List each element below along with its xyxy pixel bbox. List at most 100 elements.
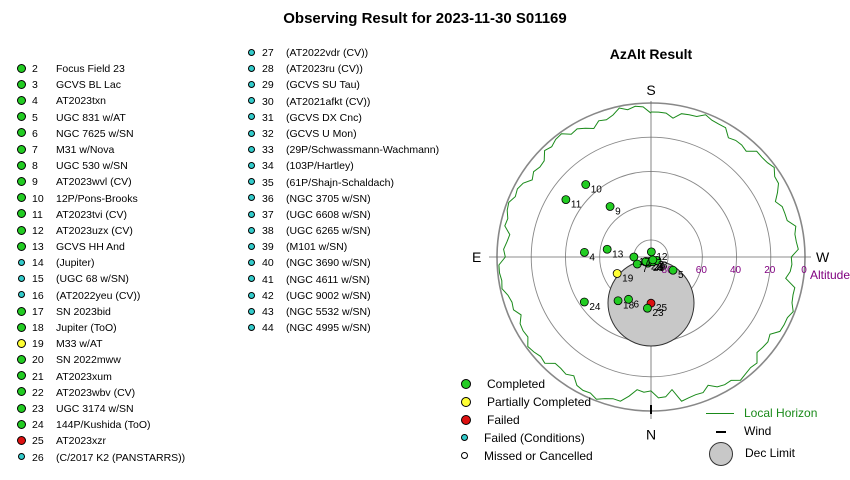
target-number: 8: [32, 160, 38, 173]
target-number: 9: [32, 176, 38, 189]
status-dot-failed-conditions: [248, 81, 255, 89]
target-number: 26: [32, 451, 44, 464]
status-dot-failed-conditions: [248, 113, 255, 121]
target-row: 9 AT2023wvl (CV): [17, 174, 185, 190]
target-name: (103P/Hartley): [286, 160, 354, 173]
target-number: 20: [32, 354, 44, 367]
target-name: (Jupiter): [56, 257, 95, 270]
target-point-23: [643, 303, 652, 313]
altitude-tick-label: 60: [696, 265, 708, 276]
target-number: 37: [262, 208, 274, 221]
target-number: 24: [32, 419, 44, 432]
target-row: 33 (29P/Schwassmann-Wachmann): [247, 142, 439, 158]
target-name: (29P/Schwassmann-Wachmann): [286, 144, 440, 157]
status-dot-failed-conditions: [248, 97, 255, 105]
status-dot-completed: [17, 322, 26, 332]
page-title: Observing Result for 2023-11-30 S01169: [283, 10, 567, 27]
target-point-label: 4: [589, 252, 595, 263]
status-dot-completed: [17, 144, 26, 154]
target-point-label: 20: [654, 262, 666, 273]
target-number: 17: [32, 305, 44, 318]
legend-item-failed: Failed: [458, 411, 593, 429]
status-dot-failed-conditions: [248, 275, 255, 283]
target-row: 5 UGC 831 w/AT: [17, 110, 185, 126]
target-list-left: 2 Focus Field 23 3 GCVS BL Lac 4 AT2023txn 5 UG…: [17, 61, 185, 466]
target-point-18: [613, 296, 623, 306]
legend-dot: [461, 396, 471, 407]
target-row: 28 (AT2023ru (CV)): [247, 61, 439, 77]
target-name: AT2023tvi (CV): [56, 208, 127, 221]
target-row: 36 (NGC 3705 w/SN): [247, 191, 439, 207]
altitude-tick-label: 40: [730, 265, 742, 276]
target-row: 23 UGC 3174 w/SN: [17, 401, 185, 417]
legend-item-partial: Partially Completed: [458, 393, 593, 411]
target-point-label: 10: [591, 185, 603, 196]
legend-item-dec-limit: Dec Limit: [706, 440, 817, 466]
target-name: (UGC 9002 w/SN): [286, 289, 371, 302]
status-dot-failed-conditions: [18, 453, 25, 461]
legend-item-completed: Completed: [458, 375, 593, 393]
legend-dot: [461, 378, 471, 389]
altitude-tick-label: 80: [662, 265, 674, 276]
status-dot-completed: [17, 306, 26, 316]
status-dot-failed-conditions: [248, 291, 255, 299]
target-point-label: 2: [658, 260, 664, 271]
status-dot-completed: [17, 241, 26, 251]
status-dot-completed: [17, 79, 26, 89]
target-row: 13 GCVS HH And: [17, 239, 185, 255]
target-name: (NGC 4995 w/SN): [286, 322, 371, 335]
status-dot-failed-conditions: [248, 129, 255, 137]
status-dot-failed-conditions: [248, 259, 255, 267]
target-number: 42: [262, 289, 274, 302]
target-row: 34 (103P/Hartley): [247, 158, 439, 174]
target-point-label: 12: [656, 252, 668, 263]
status-dot-completed: [17, 177, 26, 187]
legend-item-missed: Missed or Cancelled: [458, 447, 593, 465]
target-number: 43: [262, 306, 274, 318]
status-dot-completed: [17, 128, 26, 138]
target-name: AT2023xzr: [56, 435, 106, 448]
target-name: M31 w/Nova: [56, 143, 115, 156]
compass-south: S: [646, 82, 655, 98]
target-row: 20 SN 2022mww: [17, 352, 185, 368]
target-name: (AT2023ru (CV)): [286, 63, 363, 76]
target-number: 40: [262, 257, 274, 270]
target-name: (C/2017 K2 (PANSTARRS)): [56, 451, 186, 464]
target-number: 4: [32, 95, 38, 108]
target-number: 29: [262, 79, 274, 92]
target-name: UGC 530 w/SN: [56, 160, 128, 173]
target-row: 25 AT2023xzr: [17, 433, 185, 449]
target-row: 35 (61P/Shajn-Schaldach): [247, 175, 439, 191]
target-row: 26 (C/2017 K2 (PANSTARRS)): [17, 450, 185, 466]
target-row: 7 M31 w/Nova: [17, 142, 185, 158]
target-number: 25: [32, 435, 44, 448]
legend-item-horizon: Local Horizon: [706, 404, 817, 422]
target-number: 2: [32, 63, 38, 75]
target-point-label: 22: [651, 261, 663, 272]
target-number: 14: [32, 257, 44, 270]
status-dot-failed-conditions: [248, 48, 255, 56]
target-point-24: [579, 297, 589, 307]
altitude-axis-label: Altitude: [810, 268, 850, 282]
target-row: 37 (UGC 6608 w/SN): [247, 207, 439, 223]
target-name: M33 w/AT: [56, 338, 103, 351]
target-row: 16 (AT2022yeu (CV)): [17, 288, 185, 304]
compass-east: E: [472, 249, 481, 265]
legend-label: Dec Limit: [745, 446, 796, 460]
target-row: 19 M33 w/AT: [17, 336, 185, 352]
target-name: (NGC 3690 w/SN): [286, 257, 371, 270]
status-dot-failed-conditions: [248, 162, 255, 170]
status-dot-completed: [17, 112, 26, 122]
target-number: 31: [262, 111, 274, 124]
target-point-label: 23: [652, 308, 664, 319]
target-point-label: 19: [622, 274, 634, 285]
status-dot-completed: [17, 63, 26, 73]
target-point-12: [646, 247, 656, 257]
target-number: 22: [32, 386, 44, 399]
status-dot-failed: [17, 436, 26, 446]
legend-item-failed-conditions: Failed (Conditions): [458, 429, 593, 447]
legend-dot: [461, 452, 468, 460]
altitude-tick-label: 20: [764, 265, 776, 276]
target-number: 30: [262, 95, 274, 108]
